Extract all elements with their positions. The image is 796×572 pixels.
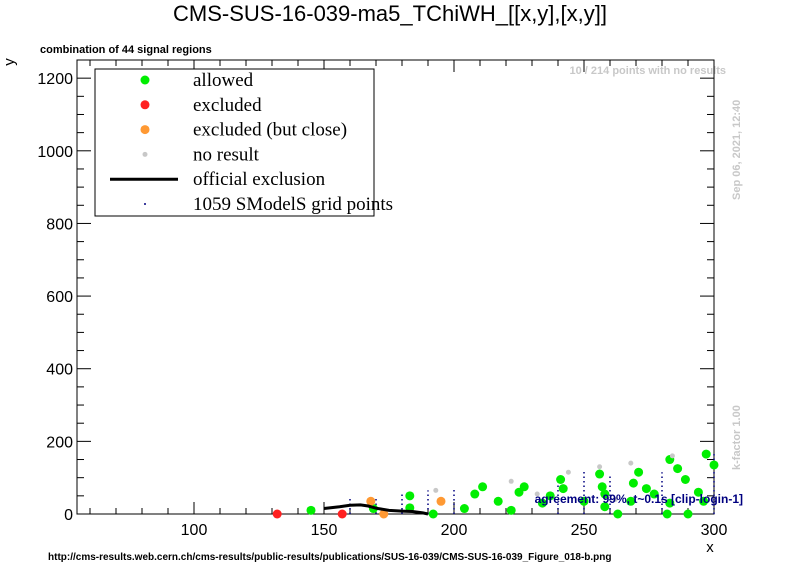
allowed-point — [680, 474, 690, 484]
x-tick-label: 300 — [701, 522, 728, 539]
excluded-point — [272, 509, 282, 519]
allowed-point — [558, 484, 568, 494]
allowed-point — [709, 460, 719, 470]
plot-frame — [76, 59, 715, 515]
no-result-point — [628, 460, 634, 466]
excluded-point — [337, 509, 347, 519]
allowed-point — [597, 482, 607, 492]
legend-marker — [140, 75, 150, 85]
allowed-point — [600, 489, 610, 499]
legend-label: no result — [193, 144, 260, 165]
no-result-point — [508, 478, 514, 484]
legend-label: excluded (but close) — [193, 120, 347, 141]
allowed-point — [634, 467, 644, 477]
allowed-point — [478, 482, 488, 492]
y-axis-label: y — [1, 58, 18, 66]
legend-label: excluded — [193, 95, 262, 116]
allowed-point — [683, 509, 693, 519]
allowed-point — [579, 496, 589, 506]
kfactor-label: k-factor 1.00 — [731, 405, 743, 470]
source-url: http://cms-results.web.cern.ch/cms-resul… — [48, 552, 611, 563]
allowed-point — [306, 505, 316, 515]
y-tick-label: 0 — [64, 507, 73, 524]
legend-label: allowed — [193, 70, 254, 91]
allowed-point — [665, 498, 675, 508]
allowed-point — [519, 482, 529, 492]
allowed-point — [662, 509, 672, 519]
excluded-close-point — [436, 496, 446, 506]
y-tick-label: 1000 — [37, 144, 73, 161]
y-tick-label: 200 — [46, 434, 73, 451]
legend-marker — [144, 203, 146, 205]
allowed-point — [556, 474, 566, 484]
allowed-point — [626, 496, 636, 506]
allowed-point — [405, 491, 415, 501]
no-result-point — [669, 453, 675, 459]
x-tick-label: 250 — [571, 522, 598, 539]
allowed-point — [459, 504, 469, 514]
no-result-note: 10 / 214 points with no results — [570, 65, 726, 77]
no-result-point — [565, 469, 571, 475]
allowed-point — [628, 478, 638, 488]
legend-marker — [142, 151, 148, 157]
y-tick-label: 600 — [46, 289, 73, 306]
y-tick-label: 1200 — [37, 71, 73, 88]
excluded-close-point — [379, 509, 389, 519]
allowed-point — [428, 509, 438, 519]
allowed-point — [699, 496, 709, 506]
chart-subtitle: combination of 44 signal regions — [40, 44, 212, 56]
allowed-point — [506, 505, 516, 515]
timestamp: Sep 06, 2021, 12:40 — [731, 100, 743, 200]
x-tick-label: 200 — [441, 522, 468, 539]
x-tick-label: 100 — [181, 522, 208, 539]
chart-title: CMS-SUS-16-039-ma5_TChiWH_[[x,y],[x,y]] — [173, 1, 607, 26]
data-points — [272, 449, 719, 519]
y-tick-label: 800 — [46, 216, 73, 233]
official-exclusion — [323, 503, 429, 516]
legend-label: official exclusion — [193, 169, 326, 190]
allowed-point — [649, 489, 659, 499]
allowed-point — [493, 496, 503, 506]
no-result-point — [534, 491, 540, 497]
legend-box — [94, 68, 375, 217]
allowed-point — [545, 491, 555, 501]
allowed-point — [613, 509, 623, 519]
y-tick-label: 400 — [46, 362, 73, 379]
grid-points — [349, 452, 715, 514]
excluded-close-point — [366, 496, 376, 506]
exclusion-line — [323, 503, 429, 516]
allowed-point — [701, 449, 711, 459]
legend-label: 1059 SModelS grid points — [193, 194, 393, 215]
no-result-point — [612, 496, 618, 502]
legend-marker — [140, 100, 150, 110]
legend-marker — [140, 125, 150, 135]
agreement-note: agreement: 99%, t~0.1s [clip-login-1] — [535, 492, 743, 506]
legend: allowed excluded excluded (but close) no re… — [94, 68, 393, 217]
x-tick-label: 150 — [311, 522, 338, 539]
no-result-point — [433, 487, 439, 493]
allowed-point — [641, 484, 651, 494]
axes: 100 150 200 250 300 0 200 400 600 800 1000 1200 — [37, 59, 728, 539]
allowed-point — [595, 469, 605, 479]
x-axis-label: x — [706, 539, 714, 556]
allowed-point — [693, 487, 703, 497]
allowed-point — [470, 489, 480, 499]
allowed-point — [600, 502, 610, 512]
allowed-point — [673, 464, 683, 474]
no-result-point — [597, 464, 603, 470]
allowed-point — [537, 498, 547, 508]
